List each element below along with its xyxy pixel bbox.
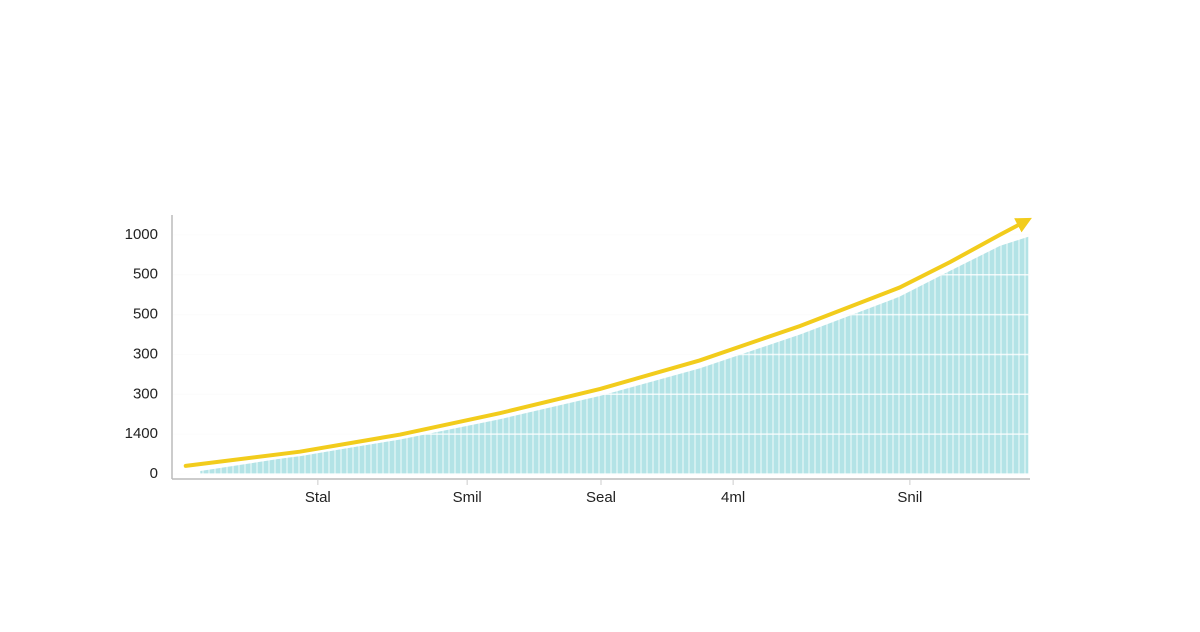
- line: [183, 217, 1032, 468]
- y-tick-label: 1000: [125, 226, 158, 243]
- x-tick-label: Smil: [453, 489, 482, 506]
- y-tick-label: 500: [133, 306, 158, 323]
- y-tick-label: 1400: [125, 425, 158, 442]
- y-tick-label: 300: [133, 385, 158, 402]
- x-tick-label: Snil: [897, 489, 922, 506]
- y-tick-label: 500: [133, 266, 158, 283]
- y-tick-label: 300: [133, 345, 158, 362]
- x-tick-label: Stal: [305, 489, 331, 506]
- x-tick-label: Seal: [586, 489, 616, 506]
- area: [200, 236, 1029, 474]
- x-tick-label: 4ml: [721, 489, 745, 506]
- y-tick-label: 0: [150, 465, 158, 482]
